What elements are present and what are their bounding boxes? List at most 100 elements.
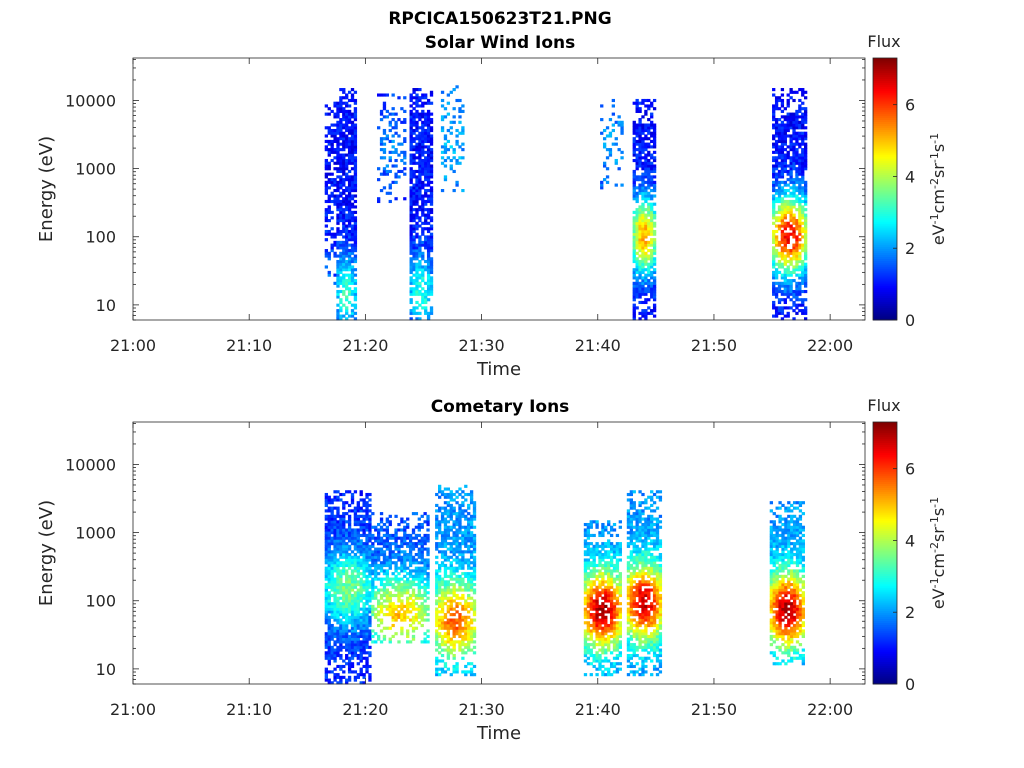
heatmap-cell <box>804 131 808 135</box>
heatmap-cell <box>333 254 337 258</box>
heatmap-cell <box>438 634 442 639</box>
heatmap-cell <box>772 189 776 193</box>
heatmap-cell <box>415 142 419 146</box>
heatmap-cell <box>446 585 451 589</box>
heatmap-cell <box>385 137 390 141</box>
heatmap-cell <box>467 629 471 633</box>
heatmap-cell <box>353 118 358 122</box>
heatmap-cell <box>786 128 790 133</box>
heatmap-cell <box>388 558 392 562</box>
heatmap-cell <box>327 520 331 524</box>
heatmap-cell <box>327 531 331 535</box>
heatmap-cell <box>339 101 343 105</box>
heatmap-cell <box>327 517 331 521</box>
heatmap-cell <box>464 585 468 589</box>
heatmap-cell <box>353 243 358 247</box>
heatmap-cell <box>421 210 425 214</box>
heatmap-cell <box>458 520 462 524</box>
heatmap-cell <box>423 572 427 576</box>
heatmap-cell <box>647 213 651 217</box>
heatmap-cell <box>379 109 384 113</box>
heatmap-cell <box>353 558 358 562</box>
heatmap-cell <box>804 115 808 119</box>
heatmap-cell <box>589 623 593 628</box>
heatmap-cell <box>424 202 428 206</box>
heatmap-cell <box>426 137 431 141</box>
heatmap-cell <box>600 180 604 184</box>
heatmap-cell <box>353 235 358 239</box>
heatmap-cell <box>336 259 340 264</box>
heatmap-cell <box>452 542 456 546</box>
heatmap-cell <box>602 137 607 141</box>
heatmap-cell <box>635 221 639 225</box>
heatmap-cell <box>426 148 431 152</box>
heatmap-cell <box>423 566 427 570</box>
heatmap-cell <box>783 257 787 261</box>
heatmap-cell <box>388 640 392 644</box>
heatmap-cell <box>324 528 329 532</box>
heatmap-cell <box>324 189 329 193</box>
heatmap-cell <box>347 249 352 253</box>
heatmap-cell <box>429 292 434 296</box>
heatmap-cell <box>641 137 645 141</box>
heatmap-cell <box>446 128 451 133</box>
heatmap-cell <box>458 522 462 527</box>
heatmap-cell <box>641 259 645 264</box>
heatmap-cell <box>350 574 355 578</box>
heatmap-cell <box>336 637 340 641</box>
heatmap-cell <box>342 227 346 231</box>
heatmap-cell <box>350 596 355 600</box>
heatmap-cell <box>589 533 593 538</box>
heatmap-cell <box>438 566 442 570</box>
heatmap-cell <box>792 126 796 130</box>
heatmap-cell <box>777 289 782 294</box>
heatmap-cell <box>635 238 639 242</box>
heatmap-cell <box>350 542 355 546</box>
heatmap-cell <box>798 178 802 182</box>
colorbar-swatch <box>873 209 897 213</box>
heatmap-cell <box>632 180 636 184</box>
heatmap-cell <box>368 574 372 578</box>
heatmap-cell <box>411 621 416 625</box>
heatmap-cell <box>365 615 369 619</box>
heatmap-cell <box>362 681 366 685</box>
heatmap-cell <box>601 626 605 630</box>
heatmap-cell <box>409 123 413 127</box>
heatmap-cell <box>461 596 465 600</box>
heatmap-cell <box>394 172 398 176</box>
heatmap-cell <box>347 254 352 258</box>
heatmap-cell <box>333 189 337 193</box>
heatmap-cell <box>644 109 648 113</box>
heatmap-cell <box>464 539 468 543</box>
heatmap-cell <box>412 279 416 283</box>
heatmap-cell <box>333 128 337 133</box>
heatmap-cell <box>409 158 413 163</box>
heatmap-cell <box>374 563 378 568</box>
heatmap-cell <box>345 235 349 239</box>
heatmap-cell <box>795 139 799 144</box>
colorbar-swatch <box>873 70 897 73</box>
heatmap-cell <box>424 235 428 239</box>
heatmap-cell <box>426 128 431 133</box>
colorbar-swatch <box>873 105 897 108</box>
heatmap-cell <box>333 675 337 679</box>
heatmap-cell <box>464 623 468 628</box>
heatmap-cell <box>452 148 456 152</box>
heatmap-cell <box>464 550 468 554</box>
heatmap-cell <box>356 591 360 595</box>
heatmap-cell <box>400 107 404 111</box>
heatmap-cell <box>455 490 459 494</box>
heatmap-cell <box>336 653 340 658</box>
heatmap-cell <box>353 645 358 649</box>
heatmap-cell <box>394 555 398 559</box>
heatmap-cell <box>789 120 793 124</box>
heatmap-cell <box>339 626 343 630</box>
heatmap-cell <box>418 189 422 193</box>
heatmap-cell <box>353 593 358 598</box>
heatmap-cell <box>336 148 340 152</box>
heatmap-cell <box>339 667 343 671</box>
heatmap-cell <box>452 670 456 674</box>
heatmap-cell <box>347 219 352 223</box>
heatmap-cell <box>780 98 785 103</box>
heatmap-cell <box>469 670 474 674</box>
